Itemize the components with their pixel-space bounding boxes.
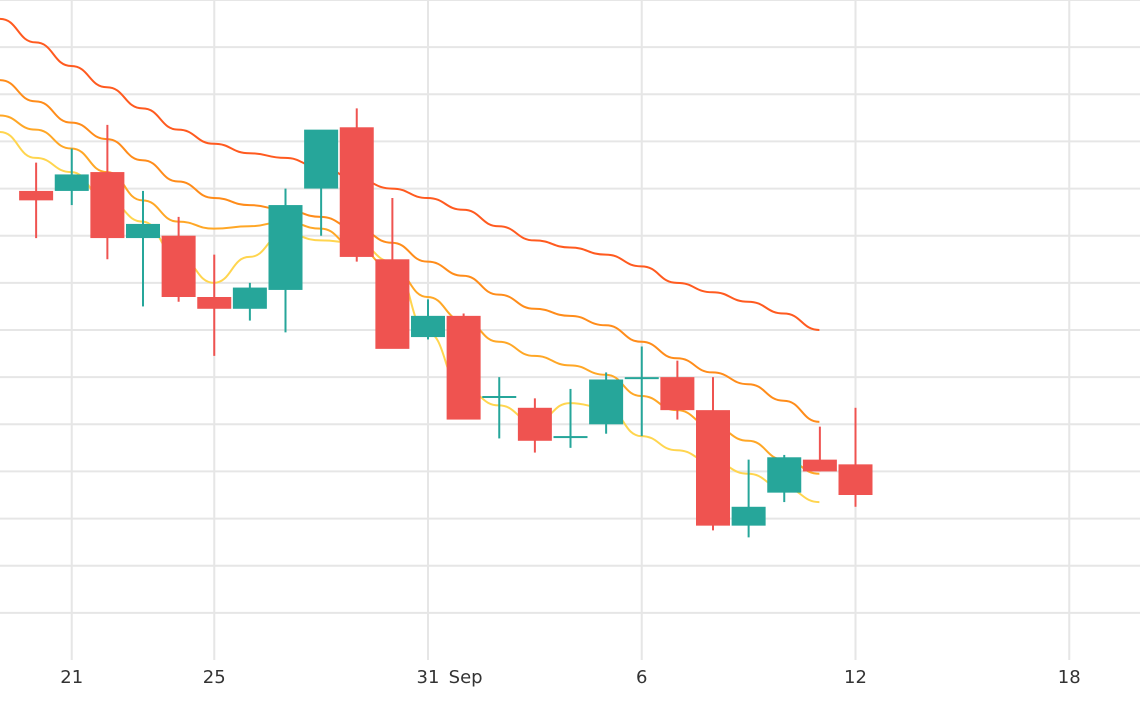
candle-09-12 — [838, 407, 873, 507]
candle-body — [696, 410, 730, 526]
candle-09-09 — [731, 459, 766, 538]
x-tick-label: 18 — [1058, 667, 1081, 688]
x-tick-label: 25 — [203, 667, 226, 688]
moving-average-line-3 — [0, 114, 820, 475]
candle-08-21 — [54, 148, 89, 206]
moving-average-layer — [0, 17, 820, 504]
candle-09-04 — [553, 388, 588, 448]
candle-08-30 — [375, 198, 410, 349]
candle-body — [161, 235, 196, 297]
moving-average-line-1 — [0, 17, 820, 331]
candle-body — [197, 297, 232, 309]
candle-08-20 — [19, 162, 54, 239]
candle-body — [731, 506, 766, 526]
candle-body — [767, 457, 802, 493]
candle-body — [553, 436, 588, 439]
x-tick-label: Sep — [449, 667, 483, 688]
candle-body — [232, 287, 267, 309]
x-tick-label: 21 — [60, 667, 83, 688]
candle-08-28 — [304, 129, 339, 236]
candle-body — [304, 129, 339, 189]
candle-09-02 — [482, 377, 517, 439]
candle-09-08 — [696, 377, 730, 531]
x-axis-tick-labels: 21 25 31 Sep 6 12 18 — [60, 667, 1080, 688]
candle-body — [90, 172, 125, 239]
candle-body — [268, 205, 303, 290]
candle-body — [411, 315, 445, 338]
candle-08-22 — [90, 124, 125, 260]
candle-body — [802, 459, 837, 472]
candle-body — [660, 377, 695, 411]
candle-08-23 — [126, 190, 160, 307]
candle-body — [446, 315, 481, 420]
candle-body — [375, 259, 410, 349]
candle-body — [54, 174, 89, 191]
candle-08-25 — [197, 254, 232, 356]
candle-body — [482, 396, 517, 398]
candle-08-24 — [161, 216, 196, 302]
candle-08-31 — [411, 299, 445, 340]
candle-body — [19, 190, 54, 201]
candle-body — [624, 377, 659, 380]
candle-08-26 — [232, 282, 267, 321]
moving-average-line-2 — [0, 79, 820, 423]
candle-09-06 — [624, 346, 659, 437]
candle-09-01 — [446, 313, 481, 420]
candle-body — [838, 464, 873, 495]
candle-09-07 — [660, 360, 695, 420]
candle-body — [517, 407, 552, 441]
grid-layer — [0, 0, 1140, 660]
candle-layer — [19, 108, 873, 538]
candle-08-29 — [339, 108, 374, 262]
candle-09-05 — [589, 372, 624, 434]
candle-body — [339, 127, 374, 257]
x-tick-label: 6 — [636, 667, 647, 688]
candle-body — [126, 223, 160, 239]
candle-09-10 — [767, 454, 802, 503]
x-tick-label: 12 — [844, 667, 867, 688]
candle-08-27 — [268, 188, 303, 333]
x-tick-label: 31 — [417, 667, 440, 688]
candle-09-11 — [802, 426, 837, 472]
candle-09-03 — [517, 398, 552, 453]
candle-body — [589, 379, 624, 425]
